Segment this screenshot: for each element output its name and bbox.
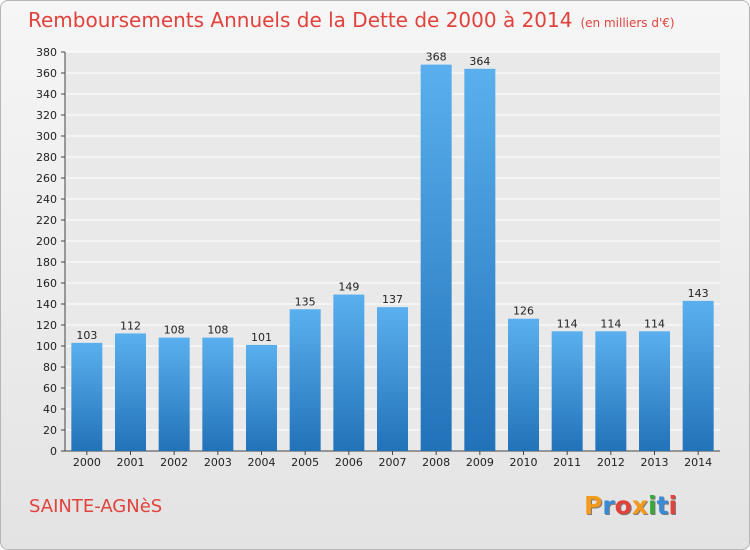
y-tick-label: 0 xyxy=(50,445,57,458)
y-tick-label: 160 xyxy=(36,277,57,290)
x-tick-label: 2008 xyxy=(422,456,450,469)
logo-letter: r xyxy=(602,491,615,520)
data-label: 114 xyxy=(600,317,621,330)
data-label: 137 xyxy=(382,293,403,306)
bar xyxy=(551,331,583,451)
bar xyxy=(464,68,496,452)
y-tick-label: 220 xyxy=(36,214,57,227)
bar xyxy=(333,294,365,451)
y-tick-label: 360 xyxy=(36,67,57,80)
bar xyxy=(158,337,190,451)
bar xyxy=(377,307,408,451)
logo-letter: t xyxy=(656,491,669,520)
logo-letter: i xyxy=(648,491,657,520)
data-label: 108 xyxy=(164,324,185,337)
data-label: 108 xyxy=(207,324,228,337)
y-tick-label: 20 xyxy=(43,424,57,437)
data-label: 103 xyxy=(76,329,97,342)
proxiti-logo: Proxiti xyxy=(584,491,677,520)
chart-title-text: Remboursements Annuels de la Dette de 20… xyxy=(28,8,573,32)
bar xyxy=(246,344,277,451)
y-tick-label: 200 xyxy=(36,235,57,248)
x-tick-label: 2005 xyxy=(291,456,319,469)
y-tick-label: 300 xyxy=(36,130,57,143)
y-tick-label: 380 xyxy=(36,46,57,59)
data-label: 114 xyxy=(557,317,578,330)
y-tick-label: 340 xyxy=(36,88,57,101)
y-tick-label: 120 xyxy=(36,319,57,332)
data-label: 101 xyxy=(251,331,272,344)
logo-letter: i xyxy=(668,491,678,520)
place-name: SAINTE-AGNèS xyxy=(29,496,163,517)
bar xyxy=(639,331,670,451)
bar xyxy=(508,318,539,451)
data-label: 364 xyxy=(469,55,490,68)
chart-subtitle: (en milliers d'€) xyxy=(580,16,675,30)
y-tick-label: 280 xyxy=(36,151,57,164)
y-tick-label: 140 xyxy=(36,298,57,311)
bar xyxy=(420,64,452,451)
logo-letter: x xyxy=(631,491,648,520)
bar xyxy=(289,309,321,451)
x-tick-label: 2001 xyxy=(117,456,145,469)
x-tick-label: 2012 xyxy=(597,456,625,469)
bar xyxy=(595,331,627,451)
y-tick-label: 240 xyxy=(36,193,57,206)
bar xyxy=(682,300,714,451)
bar xyxy=(202,337,234,451)
x-tick-label: 2000 xyxy=(73,456,101,469)
data-label: 135 xyxy=(295,295,316,308)
x-tick-label: 2010 xyxy=(510,456,538,469)
x-tick-label: 2006 xyxy=(335,456,363,469)
y-tick-label: 180 xyxy=(36,256,57,269)
x-tick-label: 2014 xyxy=(684,456,712,469)
data-label: 368 xyxy=(426,51,447,64)
x-tick-label: 2013 xyxy=(641,456,669,469)
data-label: 149 xyxy=(338,281,359,294)
x-tick-label: 2007 xyxy=(379,456,407,469)
chart-title: Remboursements Annuels de la Dette de 20… xyxy=(28,8,675,32)
x-tick-label: 2011 xyxy=(553,456,581,469)
x-tick-label: 2002 xyxy=(160,456,188,469)
y-tick-label: 320 xyxy=(36,109,57,122)
logo-letter: P xyxy=(584,491,603,520)
data-label: 112 xyxy=(120,319,141,332)
y-tick-label: 80 xyxy=(43,361,57,374)
bar xyxy=(71,342,103,451)
data-label: 143 xyxy=(688,287,709,300)
y-tick-label: 40 xyxy=(43,403,57,416)
x-tick-label: 2009 xyxy=(466,456,494,469)
data-label: 126 xyxy=(513,305,534,318)
x-tick-label: 2003 xyxy=(204,456,232,469)
y-tick-label: 260 xyxy=(36,172,57,185)
bar xyxy=(115,333,146,451)
x-tick-label: 2004 xyxy=(248,456,276,469)
logo-letter: o xyxy=(614,491,632,520)
y-tick-label: 100 xyxy=(36,340,57,353)
data-label: 114 xyxy=(644,317,665,330)
y-tick-label: 60 xyxy=(43,382,57,395)
